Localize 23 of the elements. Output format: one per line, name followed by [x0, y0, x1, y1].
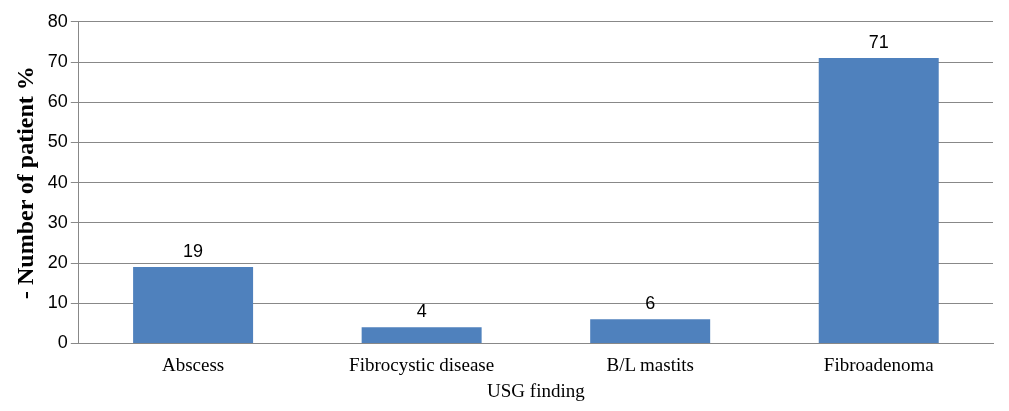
- y-tick-label: 60: [47, 91, 68, 112]
- x-axis-title: USG finding: [487, 379, 586, 401]
- y-tick-label: 20: [47, 251, 68, 272]
- y-tick-label: 30: [47, 211, 68, 232]
- y-tick-label: 70: [47, 50, 68, 71]
- bar: [133, 267, 254, 343]
- x-tick-label: B/L mastits: [606, 353, 694, 375]
- x-tick-label: Fibroadenoma: [823, 353, 935, 375]
- y-tick-label: 40: [47, 171, 68, 192]
- data-label: 6: [645, 293, 656, 314]
- bar: [590, 319, 711, 343]
- bar: [818, 57, 939, 343]
- bar: [361, 327, 482, 343]
- x-tick-label: Fibrocystic disease: [349, 353, 495, 375]
- y-tick-label: 0: [57, 332, 68, 353]
- y-axis-title: - Number of patient %: [11, 66, 38, 300]
- y-tick-label: 10: [47, 292, 68, 313]
- data-label: 19: [183, 240, 204, 261]
- y-tick-label: 50: [47, 131, 68, 152]
- data-label: 4: [416, 301, 427, 322]
- y-tick-label: 80: [47, 10, 68, 31]
- data-label: 71: [868, 31, 889, 52]
- x-tick-label: Abscess: [161, 353, 225, 375]
